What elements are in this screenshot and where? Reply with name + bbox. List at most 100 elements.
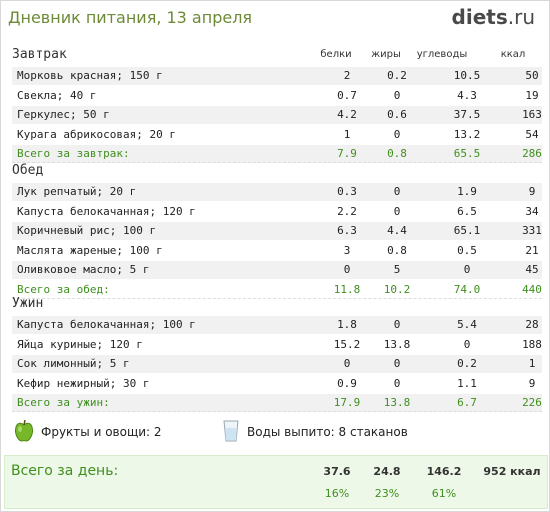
kcal-value: 50 [525,69,539,82]
carbs-value: 0.2 [457,357,477,370]
logo-tld: .ru [507,5,535,29]
carbs-value: 4.3 [457,88,477,102]
kcal-value: 28 [525,318,539,331]
fat-value: 0 [393,185,401,198]
fat-value: 0 [393,204,401,218]
food-name: Маслята жареные; 100 г [17,243,163,257]
protein-value: 7.9 [337,147,357,160]
meal-total-row: Всего за ужин: 17.9 13.8 6.7 226 [12,394,542,412]
protein-value: 2.2 [337,204,357,218]
protein-value: 4.2 [337,108,357,121]
meal-name: Обед [12,163,44,178]
food-name: Оливковое масло; 5 г [17,263,150,276]
day-carbs: 146.2 [426,465,462,478]
kcal-value: 226 [522,396,542,409]
column-header: ккал [500,49,526,60]
carbs-value: 65.1 [453,224,481,237]
extras-row: Фрукты и овощи: 2 Воды выпито: 8 стакано… [1,419,550,445]
page-title: Дневник питания, 13 апреля [8,8,253,27]
fat-value: 0 [393,88,401,102]
food-name: Морковь красная; 150 г [17,69,163,82]
food-name: Курага абрикосовая; 20 г [17,127,176,141]
food-name: Сок лимонный; 5 г [17,357,130,370]
fruits-count: Фрукты и овощи: 2 [41,425,162,439]
protein-value: 6.3 [337,224,357,237]
food-row[interactable]: Кефир нежирный; 30 г 0.9 0 1.1 9 [12,375,542,393]
food-row[interactable]: Геркулес; 50 г 4.2 0.6 37.5 163 [12,106,542,124]
protein-value: 0.7 [337,88,357,102]
food-row[interactable]: Коричневый рис; 100 г 6.3 4.4 65.1 331 [12,222,542,240]
fat-value: 5 [393,263,401,276]
logo-name: diets [451,5,508,29]
meal-name: Ужин [12,296,44,311]
food-name: Яйца куриные; 120 г [17,337,143,351]
kcal-value: 21 [525,243,539,257]
meal-header: Ужин [1,296,550,314]
food-row[interactable]: Яйца куриные; 120 г 15.2 13.8 0 188 [12,336,542,354]
food-name: Свекла; 40 г [17,88,97,102]
protein-value: 1.8 [337,318,357,331]
food-name: Кефир нежирный; 30 г [17,376,150,390]
carbs-value: 74.0 [453,282,481,296]
fat-value: 0 [393,318,401,331]
fat-value: 0.8 [387,147,407,160]
fat-value: 0.2 [387,69,407,82]
site-logo[interactable]: diets.ru [452,5,535,29]
carbs-value: 37.5 [453,108,481,121]
day-total-box: Всего за день: 37.6 24.8 146.2 952 ккал … [4,455,548,509]
kcal-value: 9 [528,185,536,198]
carbs-value: 0.5 [457,243,477,257]
carbs-value: 10.5 [453,69,481,82]
apple-icon [15,419,33,442]
day-kcal: 952 ккал [483,465,541,478]
carbs-value: 6.5 [457,204,477,218]
protein-value: 17.9 [333,396,361,409]
day-protein: 37.6 [323,465,351,478]
protein-value: 3 [343,243,351,257]
kcal-value: 54 [525,127,539,141]
kcal-value: 1 [528,357,536,370]
column-header: белки [320,49,352,60]
protein-value: 1 [343,127,351,141]
protein-value: 0 [343,357,351,370]
food-row[interactable]: Капуста белокачанная; 120 г 2.2 0 6.5 34 [12,203,542,221]
fat-value: 10.2 [383,282,411,296]
water-count: Воды выпито: 8 стаканов [247,425,408,439]
carbs-value: 0 [463,337,471,351]
protein-value: 2 [343,69,351,82]
kcal-value: 34 [525,204,539,218]
food-row[interactable]: Маслята жареные; 100 г 3 0.8 0.5 21 [12,242,542,260]
kcal-value: 19 [525,88,539,102]
kcal-value: 286 [522,147,542,160]
meal-total-row: Всего за обед: 11.8 10.2 74.0 440 [12,281,542,299]
food-name: Капуста белокачанная; 100 г [17,318,196,331]
meal-header: Обед [1,163,550,181]
kcal-value: 9 [528,376,536,390]
kcal-value: 163 [522,108,542,121]
meal-total-label: Всего за обед: [17,282,110,296]
food-row[interactable]: Морковь красная; 150 г 2 0.2 10.5 50 [12,67,542,85]
food-row[interactable]: Курага абрикосовая; 20 г 1 0 13.2 54 [12,126,542,144]
day-fat-pct: 23% [374,487,400,500]
food-row[interactable]: Оливковое масло; 5 г 0 5 0 45 [12,261,542,279]
protein-value: 0.9 [337,376,357,390]
fat-value: 13.8 [383,396,411,409]
food-row[interactable]: Лук репчатый; 20 г 0.3 0 1.9 9 [12,183,542,201]
carbs-value: 6.7 [457,396,477,409]
food-row[interactable]: Свекла; 40 г 0.7 0 4.3 19 [12,87,542,105]
column-header: жиры [371,49,401,60]
carbs-value: 1.1 [457,376,477,390]
food-row[interactable]: Сок лимонный; 5 г 0 0 0.2 1 [12,355,542,373]
carbs-value: 13.2 [453,127,481,141]
fat-value: 13.8 [383,337,411,351]
kcal-value: 188 [522,337,542,351]
food-row[interactable]: Капуста белокачанная; 100 г 1.8 0 5.4 28 [12,316,542,334]
glass-icon [223,420,239,442]
kcal-value: 45 [525,263,539,276]
meal-total-label: Всего за ужин: [17,396,110,409]
kcal-value: 440 [522,282,542,296]
fat-value: 0 [393,357,401,370]
carbs-value: 5.4 [457,318,477,331]
protein-value: 15.2 [333,337,361,351]
